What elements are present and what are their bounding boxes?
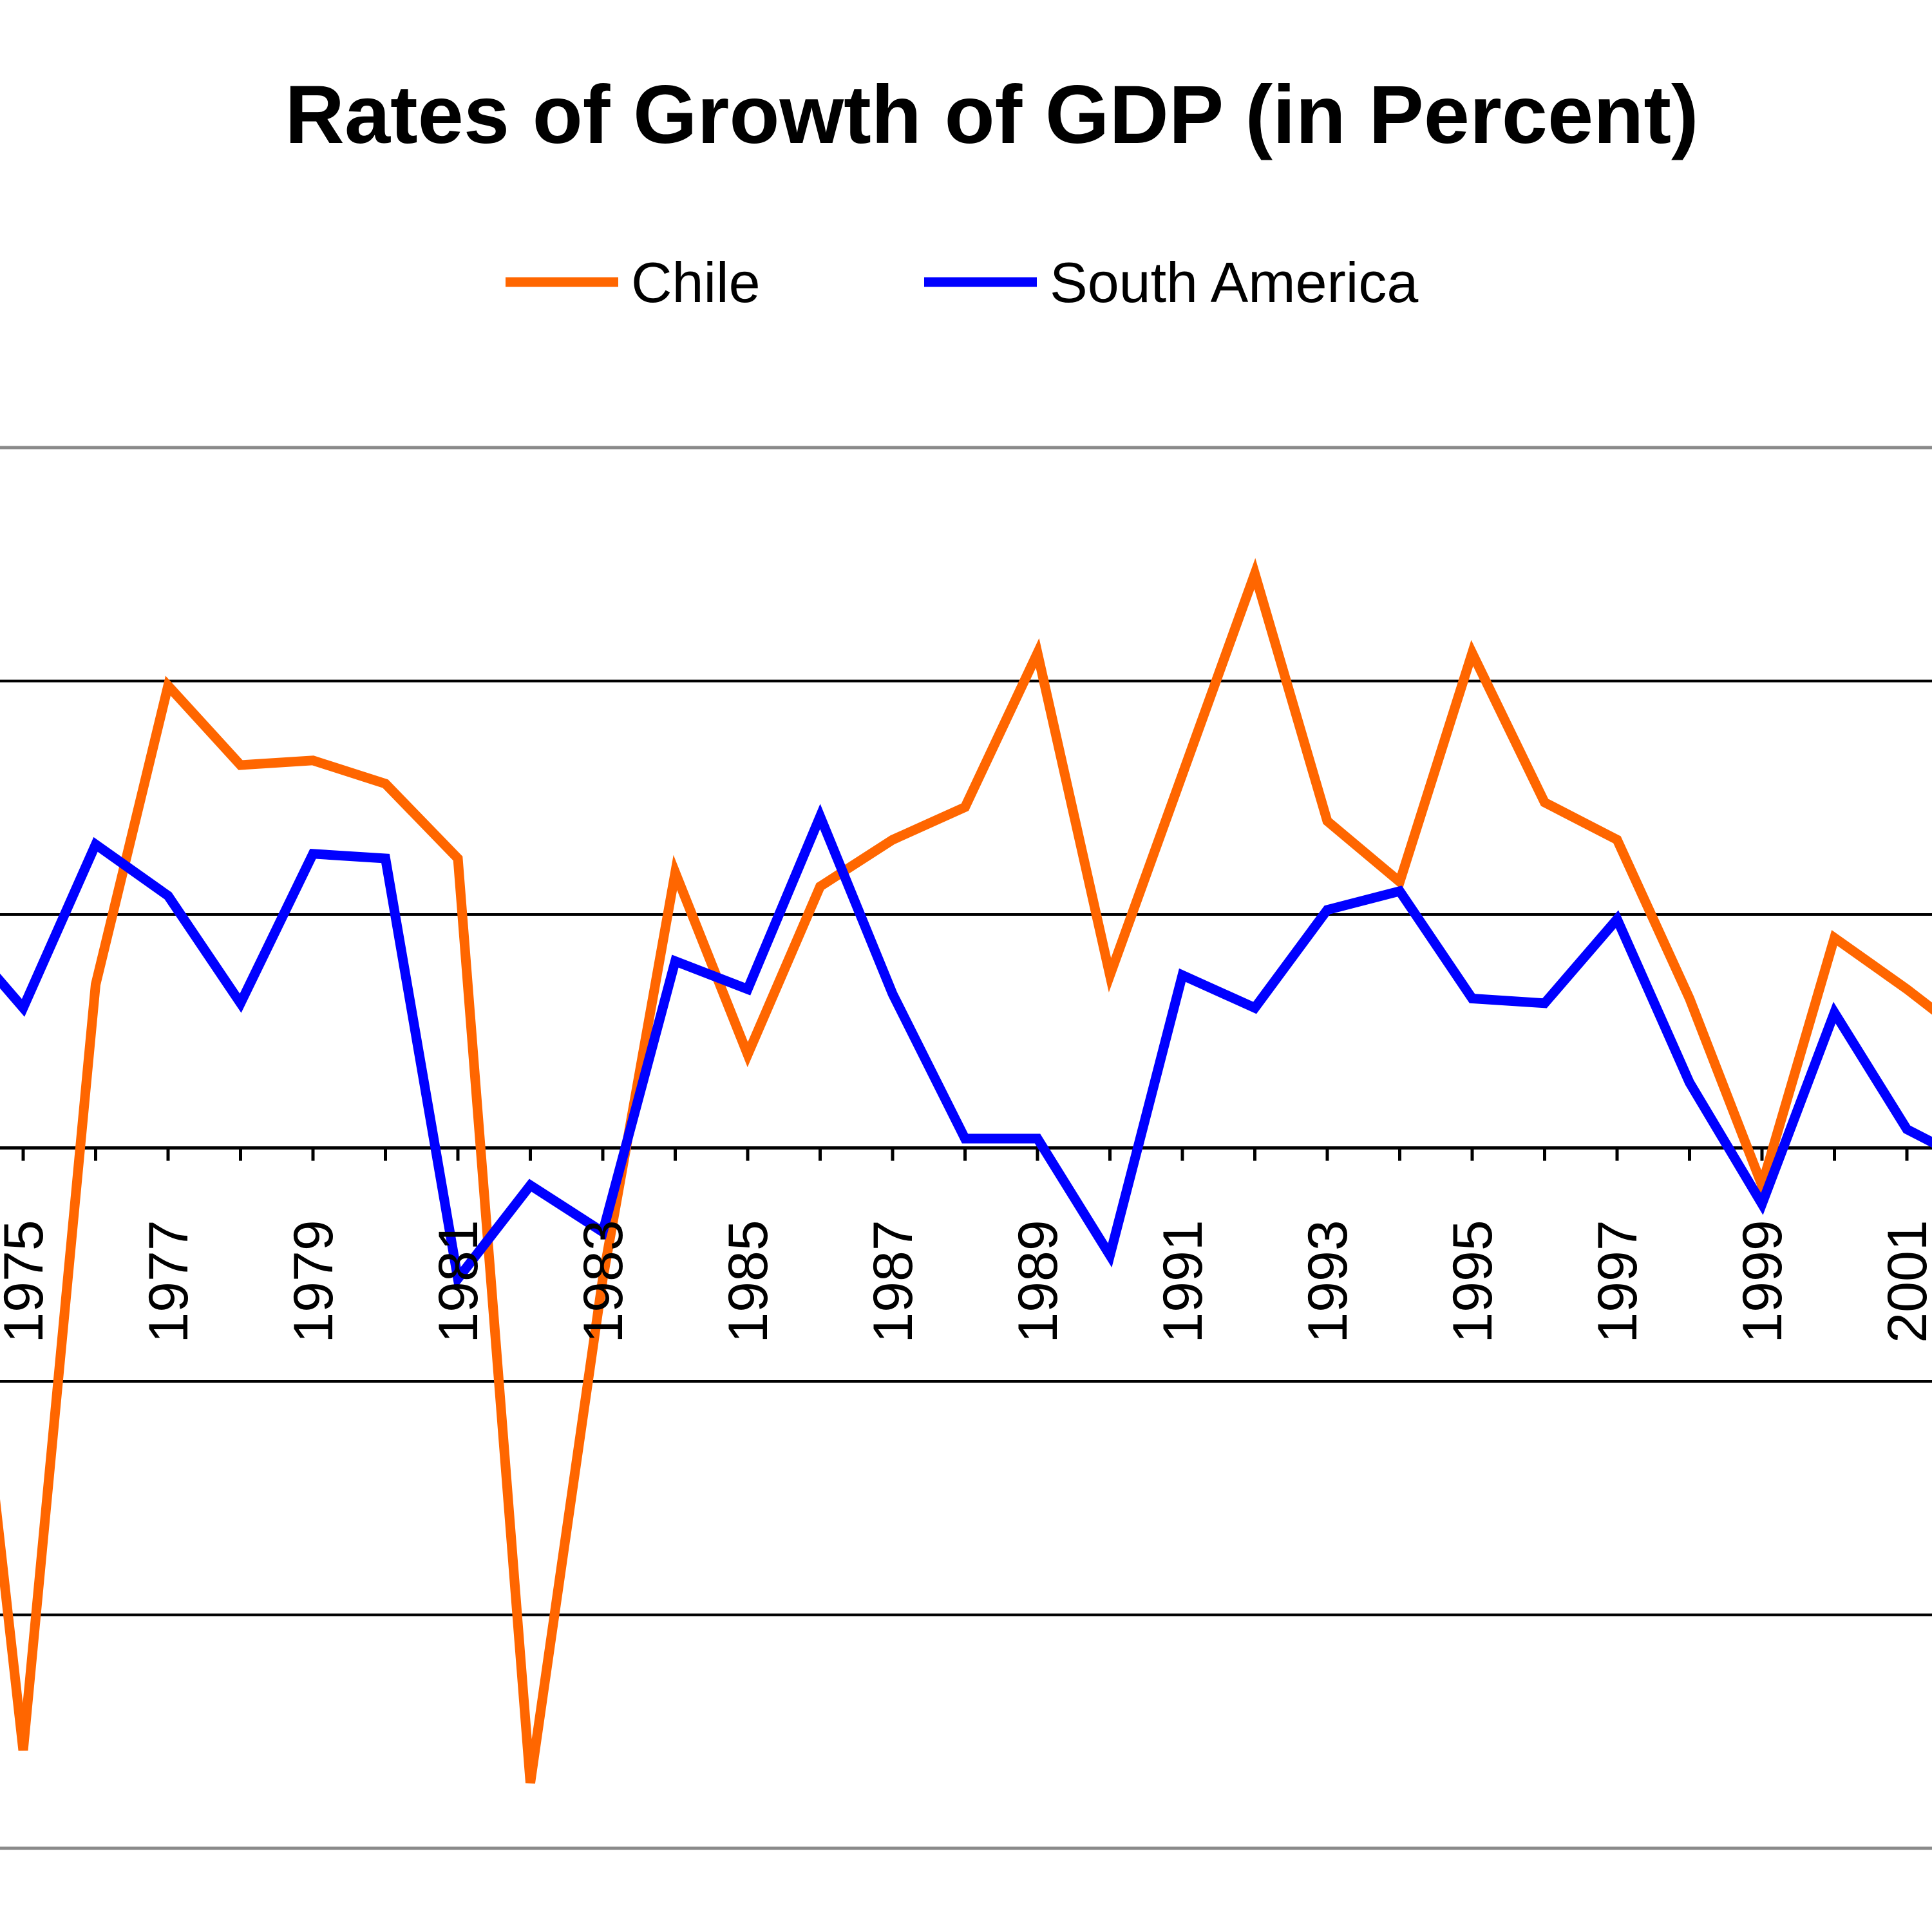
data-point-south-america-1982 bbox=[530, 1185, 531, 1186]
x-axis-tick-labels: 1975 1977 1979 1981 1983 1985 1987 1989 1991 1993… bbox=[0, 1220, 1932, 1343]
data-point-south-america-1995 bbox=[1472, 998, 1473, 999]
x-tick-label-1995: 1995 bbox=[1442, 1220, 1504, 1343]
x-axis-ticks bbox=[21, 1148, 1909, 1161]
x-tick-label-1999: 1999 bbox=[1732, 1220, 1794, 1343]
legend-label-south-america: South America bbox=[1050, 251, 1418, 314]
data-point-chile-1999 bbox=[1761, 1185, 1763, 1186]
x-tick-label-1977: 1977 bbox=[138, 1220, 200, 1343]
data-point-chile-1979 bbox=[312, 760, 314, 761]
x-tick-label-1991: 1991 bbox=[1152, 1220, 1214, 1343]
data-point-chile-2001 bbox=[1906, 989, 1908, 990]
x-tick-label-1989: 1989 bbox=[1007, 1220, 1069, 1343]
chart-title: Rates of Growth of GDP (in Percent) bbox=[285, 69, 1698, 161]
x-tick-label-1975: 1975 bbox=[0, 1220, 55, 1343]
data-point-south-america-1975 bbox=[23, 1007, 24, 1009]
data-point-south-america-1979 bbox=[312, 853, 314, 855]
data-point-chile-1981 bbox=[457, 858, 459, 859]
data-point-chile-1976 bbox=[95, 984, 96, 985]
data-point-chile-1989 bbox=[1037, 652, 1038, 654]
x-tick-label-1979: 1979 bbox=[283, 1220, 345, 1343]
data-point-chile-1998 bbox=[1689, 998, 1690, 999]
legend: Chile South America bbox=[506, 251, 1418, 314]
series-line-chile bbox=[0, 558, 1932, 1784]
legend-item-chile: Chile bbox=[506, 251, 761, 314]
data-point-south-america-1991 bbox=[1182, 974, 1183, 976]
x-tick-label-2001: 2001 bbox=[1877, 1220, 1932, 1343]
data-point-south-america-2001 bbox=[1906, 1129, 1908, 1130]
legend-label-chile: Chile bbox=[631, 251, 761, 314]
data-point-chile-1995 bbox=[1472, 652, 1473, 654]
x-tick-label-1997: 1997 bbox=[1587, 1220, 1649, 1343]
x-tick-label-1987: 1987 bbox=[862, 1220, 924, 1343]
data-point-chile-1996 bbox=[1544, 802, 1545, 803]
series-south-america bbox=[0, 804, 1932, 1291]
x-tick-label-1993: 1993 bbox=[1297, 1220, 1359, 1343]
data-point-south-america-1980 bbox=[385, 858, 386, 859]
data-point-south-america-1976 bbox=[95, 844, 96, 845]
data-point-south-america-1997 bbox=[1616, 918, 1618, 920]
data-point-chile-1978 bbox=[240, 764, 241, 766]
data-point-chile-1977 bbox=[167, 685, 169, 687]
data-point-chile-1991 bbox=[1182, 774, 1183, 775]
data-point-south-america-2000 bbox=[1834, 1012, 1835, 1013]
x-tick-label-1983: 1983 bbox=[573, 1220, 634, 1343]
data-point-south-america-1981 bbox=[457, 1278, 459, 1279]
legend-item-south-america: South America bbox=[924, 251, 1418, 314]
data-point-south-america-1993 bbox=[1327, 909, 1328, 911]
data-point-chile-1984 bbox=[675, 872, 676, 873]
series-lines bbox=[0, 558, 1932, 1784]
x-tick-label-1985: 1985 bbox=[717, 1220, 779, 1343]
data-point-chile-1993 bbox=[1327, 820, 1328, 822]
x-tick-label-1981: 1981 bbox=[428, 1220, 489, 1343]
series-chile bbox=[0, 558, 1932, 1784]
